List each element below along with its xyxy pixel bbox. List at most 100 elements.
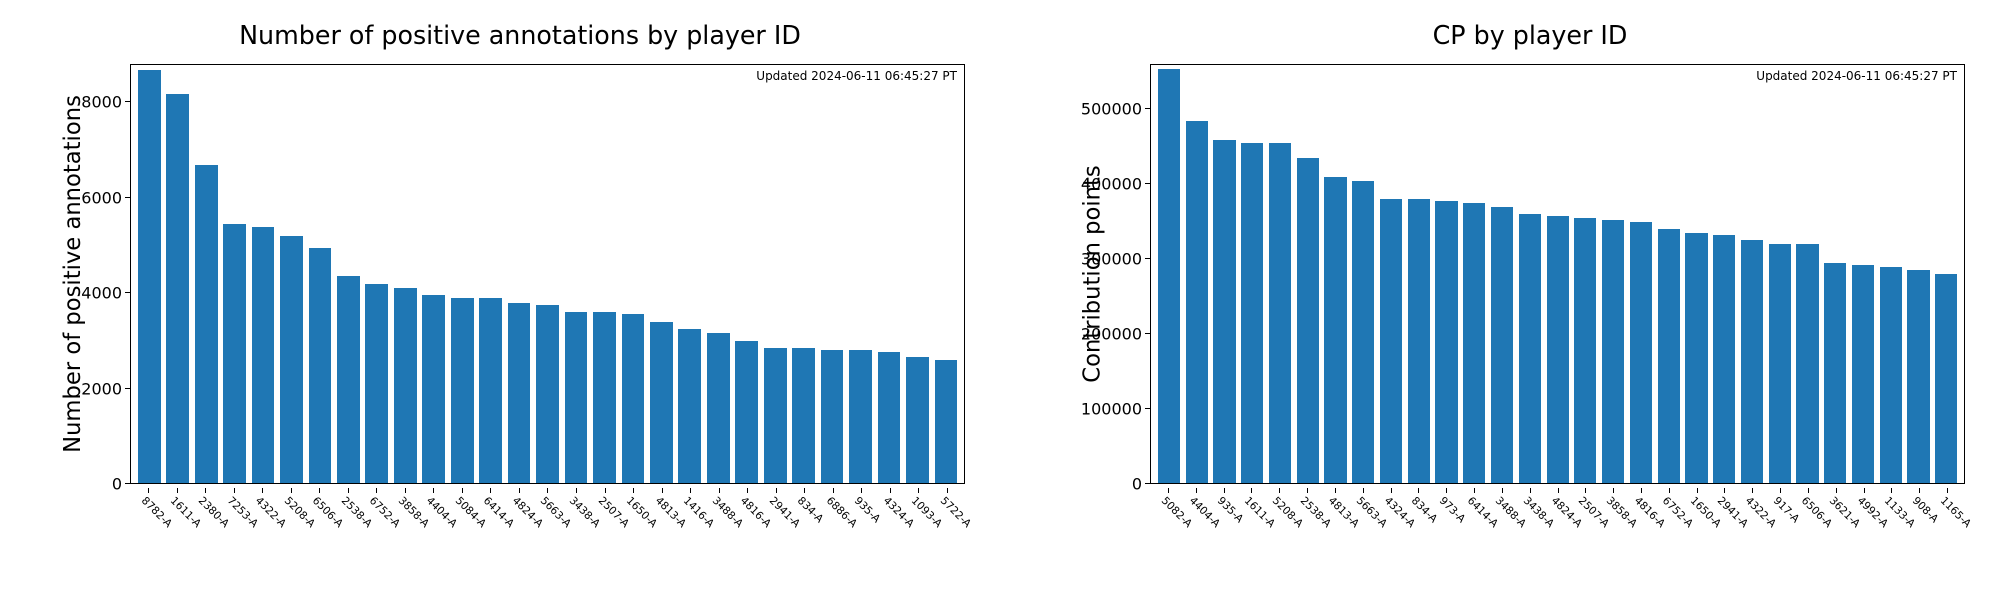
xtick-mark [576,488,577,493]
bar-slot [1488,65,1516,483]
ytick-label: 2000 [81,379,122,398]
bar [365,284,388,484]
bar [821,350,844,483]
bar [1408,199,1430,483]
bar-slot [647,65,675,483]
xtick-label: 1650-A [624,494,660,530]
xtick-mark [1446,488,1447,493]
bar-slot [1211,65,1239,483]
bar [422,295,445,483]
bar-slot [1433,65,1461,483]
bar [1491,207,1513,483]
bar [1352,181,1374,483]
xtick-mark [947,488,948,493]
xtick-mark [1224,488,1225,493]
bar-slot [1932,65,1960,483]
xtick-mark [348,488,349,493]
bar [1574,218,1596,483]
bar-slot [1377,65,1405,483]
bar-slot [277,65,305,483]
xtick-mark [1279,488,1280,493]
bar-slot [420,65,448,483]
ytick-label: 200000 [1081,325,1142,344]
xtick-mark [291,488,292,493]
ytick-label: 4000 [81,284,122,303]
bar-slot [135,65,163,483]
bar [1158,69,1180,483]
bar-slot [220,65,248,483]
bar-slot [1516,65,1544,483]
xtick-mark [205,488,206,493]
bar [650,322,673,484]
bar [394,288,417,483]
bar-slot [448,65,476,483]
bar [707,333,730,483]
right-chart-plot-area: Updated 2024-06-11 06:45:27 PT [1150,64,1965,484]
bar [593,312,616,483]
bar [906,357,929,483]
bar [1186,121,1208,483]
bar-slot [1877,65,1905,483]
bar [678,329,701,483]
bar [1435,201,1457,483]
bar-slot [1821,65,1849,483]
xtick-mark [1391,488,1392,493]
bar [792,348,815,483]
bar [1796,244,1818,483]
xtick-mark [1335,488,1336,493]
left-chart-bars [135,65,960,483]
xtick-mark [1780,488,1781,493]
bar [252,227,275,484]
bar-slot [761,65,789,483]
bar [1463,203,1485,483]
xtick-mark [1919,488,1920,493]
bar [1852,265,1874,483]
bar-slot [476,65,504,483]
bar-slot [1655,65,1683,483]
xtick-mark [462,488,463,493]
bar-slot [846,65,874,483]
xtick-label: 1165-A [1938,494,1974,530]
bar-slot [1322,65,1350,483]
bar [1241,143,1263,483]
xtick-mark [1196,488,1197,493]
xtick-mark [519,488,520,493]
bar-slot [1460,65,1488,483]
xtick-mark [662,488,663,493]
bar-slot [1405,65,1433,483]
bar-slot [590,65,618,483]
xtick-mark [1836,488,1837,493]
ytick-label: 400000 [1081,175,1142,194]
xtick-mark [376,488,377,493]
xtick-mark [690,488,691,493]
bar [1824,263,1846,483]
xtick-mark [1724,488,1725,493]
ytick-label: 100000 [1081,400,1142,419]
bar-slot [306,65,334,483]
bar-slot [818,65,846,483]
xtick-mark [405,488,406,493]
xtick-mark [1947,488,1948,493]
bar-slot [249,65,277,483]
bar [1547,216,1569,483]
xtick-mark [1641,488,1642,493]
xtick-mark [1363,488,1364,493]
bar [1658,229,1680,483]
ytick-label: 0 [1132,475,1142,494]
xtick-mark [804,488,805,493]
right-chart-title: CP by player ID [1090,20,1970,50]
xtick-mark [1864,488,1865,493]
xtick-mark [547,488,548,493]
bar-slot [1571,65,1599,483]
bar [1519,214,1541,483]
bar-slot [1849,65,1877,483]
bar [1602,220,1624,483]
xtick-mark [1752,488,1753,493]
xtick-mark [1808,488,1809,493]
bar [764,348,787,483]
bar-slot [391,65,419,483]
xtick-mark [1168,488,1169,493]
bar [1685,233,1707,483]
bar [451,298,474,483]
ytick-label: 6000 [81,188,122,207]
